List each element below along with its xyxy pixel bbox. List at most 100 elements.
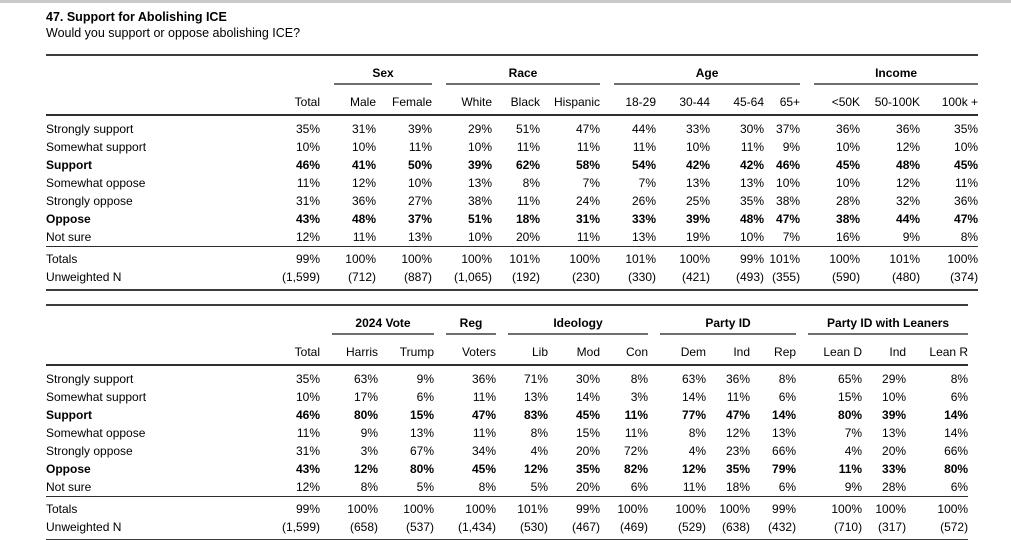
group-gap-cell [648, 442, 660, 460]
cell-value: 37% [776, 122, 801, 136]
cell-value: 8% [630, 372, 649, 386]
cell-value: (355) [772, 270, 801, 284]
row-label-header [46, 334, 276, 366]
cell-value: 83% [523, 408, 548, 422]
cell-value: 67% [409, 444, 434, 458]
cell-value: (1,599) [281, 520, 320, 534]
cell-value: 100% [656, 246, 711, 268]
cell-value: (317) [878, 520, 907, 534]
cell-value: 19% [685, 230, 711, 244]
group-header: Reg [446, 305, 496, 335]
footer-row: Totals 99% 100% 100% 100% 101% 100% 101% 100% 99%… [46, 246, 979, 268]
cell-value: 9% [782, 140, 801, 154]
cell-value: 10% [836, 176, 861, 190]
cell-value: 31% [295, 194, 320, 208]
cell-value: 72% [624, 444, 649, 458]
cell-value: 35% [295, 122, 320, 136]
cell-value: 35% [575, 462, 600, 476]
group-gap-cell [600, 138, 614, 156]
cell-value: 80% [409, 462, 434, 476]
question-text: Would you support or oppose abolishing I… [46, 26, 301, 40]
cell-value: 31% [351, 122, 376, 136]
cell-value: 42% [685, 158, 711, 172]
cell-value: 10% [351, 140, 376, 154]
cell-value: 20% [575, 480, 600, 494]
group-gap-cell [432, 84, 447, 116]
group-gap-cell [434, 460, 446, 478]
cell-value: 46% [295, 158, 320, 172]
column-header: 18-29 [614, 84, 657, 116]
group-gap-cell [434, 496, 446, 518]
group-gap-cell [648, 406, 660, 424]
cell-value: 39% [685, 212, 711, 226]
row-label: Strongly support [46, 372, 134, 386]
footer-row: Unweighted N (1,599) (712) (887) (1,065) (192… [46, 268, 978, 290]
cell-value: 6% [950, 480, 969, 494]
table-row: Support 46% 41% 50% 39% 62% 58% 54% 42% 42% 46% 45%… [46, 156, 978, 174]
group-gap-cell [434, 424, 446, 442]
row-label: Strongly oppose [46, 194, 133, 208]
cell-value: 13% [523, 390, 548, 404]
cell-value: 4% [688, 444, 707, 458]
group-gap-cell [796, 406, 808, 424]
group-gap-cell [320, 460, 332, 478]
cell-value: (658) [349, 520, 378, 534]
cell-value: (421) [682, 270, 711, 284]
cell-value: 11% [624, 426, 649, 440]
cell-value: (330) [628, 270, 657, 284]
cell-value: 8% [688, 426, 707, 440]
cell-value: 5% [416, 480, 434, 494]
cell-value: 39% [407, 122, 433, 136]
cell-value: 44% [631, 122, 657, 136]
cell-value: 43% [295, 212, 320, 226]
cell-value: 16% [836, 230, 861, 244]
column-header: Con [600, 334, 649, 366]
cell-value: 65% [838, 372, 863, 386]
group-gap-cell [320, 518, 332, 540]
cell-value: 58% [575, 158, 601, 172]
group-gap-cell [320, 174, 334, 192]
cell-value: 43% [295, 462, 320, 476]
cell-value: 71% [523, 372, 548, 386]
cell-value: 100% [660, 496, 707, 518]
group-gap-cell [600, 268, 614, 290]
cell-value: 10% [836, 140, 861, 154]
row-label: Somewhat support [46, 390, 147, 404]
cell-value: 100% [920, 246, 979, 268]
cell-value: 6% [950, 390, 969, 404]
cell-value: 8% [522, 176, 541, 190]
cell-value: 8% [478, 480, 496, 494]
cell-value: 15% [838, 390, 863, 404]
cell-value: 14% [575, 390, 600, 404]
table-row: Support 46% 80% 15% 47% 83% 45% 11% 77% 47% 14% 80%… [46, 406, 968, 424]
cell-value: (590) [832, 270, 861, 284]
corner-cell [46, 305, 320, 334]
cell-value: 47% [575, 122, 601, 136]
cell-value: 46% [776, 158, 801, 172]
column-header: 45-64 [710, 84, 765, 116]
cell-value: 12% [726, 426, 751, 440]
cell-value: 100% [600, 496, 649, 518]
group-gap-cell [796, 365, 808, 388]
group-gap-cell [796, 424, 808, 442]
cell-value: 47% [471, 408, 496, 422]
cell-value: 6% [778, 480, 797, 494]
cell-value: 39% [882, 408, 907, 422]
cell-value: 9% [360, 426, 378, 440]
cell-value: 11% [682, 480, 707, 494]
cell-value: 100% [814, 246, 861, 268]
group-gap-cell [496, 460, 508, 478]
cell-value: 100% [706, 496, 751, 518]
row-label: Not sure [46, 480, 92, 494]
cell-value: 11% [516, 194, 541, 208]
cell-value: 13% [772, 426, 797, 440]
cell-value: 10% [685, 140, 711, 154]
cell-value: 9% [844, 480, 863, 494]
cell-value: 100% [332, 496, 378, 518]
cell-value: 9% [902, 230, 921, 244]
column-header: Trump [378, 334, 434, 366]
column-header: Lean R [906, 334, 969, 366]
cell-value: 11% [576, 230, 601, 244]
group-gap-cell [434, 478, 446, 497]
cell-value: (493) [736, 270, 765, 284]
